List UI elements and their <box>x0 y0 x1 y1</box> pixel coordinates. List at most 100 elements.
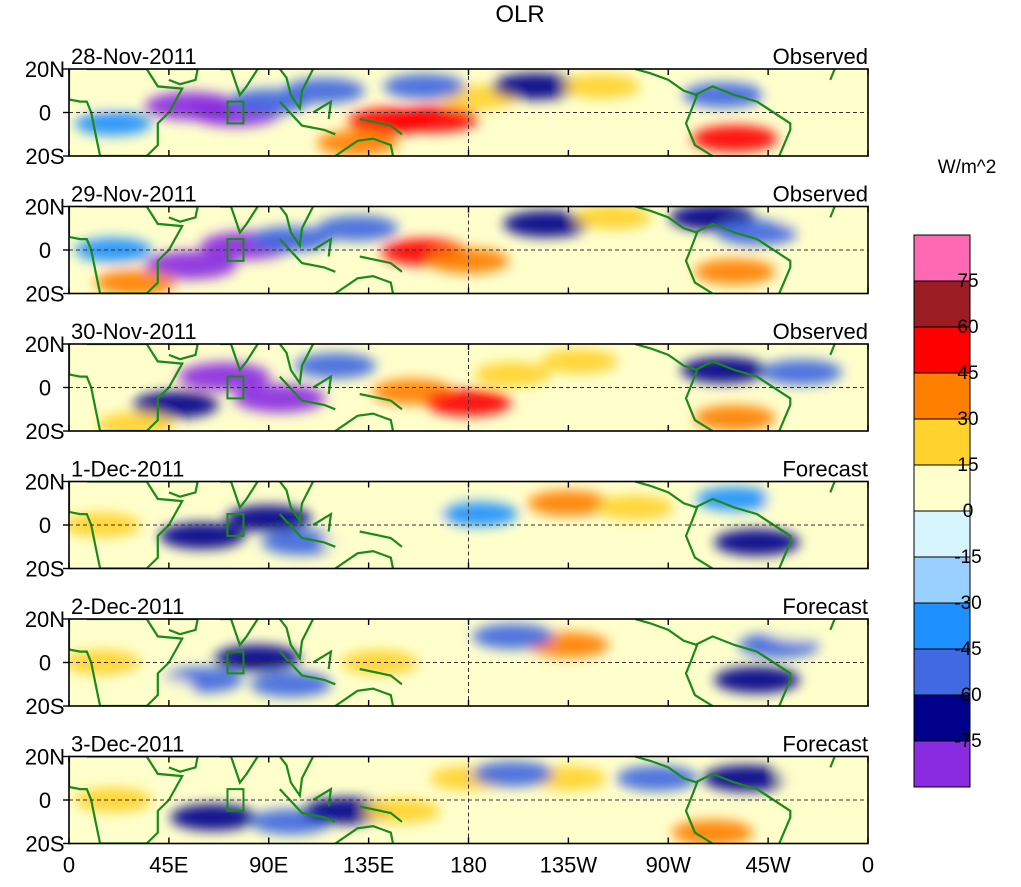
colorbar-swatch <box>913 464 971 512</box>
panel-date: 28-Nov-2011 <box>71 44 197 69</box>
coastline <box>278 619 315 662</box>
chart-title: OLR <box>495 1 544 28</box>
anomaly-blob <box>376 502 450 526</box>
colorbar-label: -45 <box>954 639 981 660</box>
coastline <box>69 619 184 706</box>
panel-kind: Observed <box>773 182 868 207</box>
coastline <box>69 344 184 431</box>
colorbar-label: 15 <box>957 455 978 476</box>
coastline <box>694 360 792 431</box>
coastline <box>312 236 333 257</box>
coastline <box>219 481 259 510</box>
anomaly-blob <box>159 522 246 550</box>
anomaly-blob <box>316 130 399 156</box>
anomaly-blob <box>363 798 441 824</box>
panel-kind: Forecast <box>782 457 868 482</box>
x-tick-label: 45E <box>149 853 188 878</box>
anomaly-blob <box>694 405 776 431</box>
y-tick-label: 20S <box>25 144 64 169</box>
anomaly-blob <box>474 362 552 387</box>
panel-1: 20N 0 20S 28-Nov-2011 Observed <box>25 44 869 169</box>
y-tick-label: 20N <box>25 57 65 82</box>
panel-kind: Observed <box>773 319 868 344</box>
anomaly-blob <box>316 215 399 242</box>
coastline <box>168 344 199 361</box>
anomaly-blob <box>392 105 479 133</box>
colorbar-label: 30 <box>957 409 978 430</box>
anomaly-blob <box>696 486 774 512</box>
coastline <box>168 69 199 86</box>
coastline <box>334 687 395 706</box>
colorbar-label: 0 <box>963 501 974 522</box>
anomaly-blob <box>321 530 394 555</box>
colorbar-swatch <box>913 280 971 328</box>
coastline <box>359 805 403 823</box>
panel-date: 3-Dec-2011 <box>71 732 184 757</box>
anomaly-blob <box>702 764 789 792</box>
panel-date: 29-Nov-2011 <box>71 182 197 207</box>
anomaly-blob <box>682 82 765 108</box>
anomaly-blob <box>714 666 801 694</box>
anomaly-blob <box>233 384 326 413</box>
colorbar-label: 75 <box>957 271 978 292</box>
coastline <box>69 206 184 294</box>
anomaly-blob <box>716 219 798 246</box>
coastline <box>278 481 315 524</box>
coastline <box>312 649 333 670</box>
anomaly-blob <box>178 362 271 391</box>
anomaly-blob <box>441 501 519 527</box>
coastline <box>219 344 259 373</box>
x-tick-label: 0 <box>862 853 874 878</box>
coastline <box>694 222 792 294</box>
anomaly-blob <box>427 248 510 274</box>
coastline <box>829 69 836 81</box>
panel-kind: Forecast <box>782 732 868 757</box>
coastline <box>219 756 259 785</box>
colorbar-swatch <box>913 694 971 742</box>
colorbar-swatch <box>913 418 971 466</box>
anomaly-blob <box>616 765 698 792</box>
colorbar-swatch <box>913 648 971 696</box>
coastline <box>829 344 836 356</box>
index-box <box>226 238 245 262</box>
anomaly-blob <box>680 356 767 384</box>
index-box <box>226 650 245 675</box>
anomaly-blob <box>97 412 175 431</box>
index-box <box>226 788 245 812</box>
anomaly-blob <box>69 83 128 107</box>
anomaly-blob <box>691 125 778 152</box>
coastline <box>69 69 184 156</box>
index-box <box>226 100 245 125</box>
x-tick-label: 90W <box>646 853 691 878</box>
coastline <box>278 69 315 112</box>
colorbar-label: -60 <box>954 685 981 706</box>
coastline <box>278 756 315 799</box>
colorbar-swatch <box>913 740 971 788</box>
anomaly-blob <box>596 495 674 520</box>
panel-6: 20N 0 20S 3-Dec-2011 Forecast <box>25 732 869 857</box>
anomaly-field <box>69 69 838 156</box>
coastline <box>829 481 836 493</box>
y-tick-label: 0 <box>39 788 51 813</box>
anomaly-blob <box>94 269 177 294</box>
coastline <box>168 481 199 498</box>
coastline <box>219 206 259 235</box>
anomaly-blob <box>250 671 332 698</box>
panel-kind: Forecast <box>782 594 868 619</box>
coastline <box>694 85 792 156</box>
coastline <box>334 137 395 156</box>
anomaly-blob <box>714 529 801 556</box>
y-tick-label: 20S <box>25 557 64 582</box>
y-tick-label: 20S <box>25 419 64 444</box>
anomaly-field <box>69 206 849 294</box>
colorbar-swatch <box>913 234 971 282</box>
panel-date: 1-Dec-2011 <box>71 457 184 482</box>
colorbar-legend: W/m^2 75 60 45 30 15 0 -15 -30 -45 -60 -75 <box>913 157 996 788</box>
y-tick-label: 0 <box>39 101 51 126</box>
y-tick-label: 0 <box>39 238 51 263</box>
coastline <box>359 255 403 273</box>
anomaly-blob <box>776 762 849 786</box>
colorbar-swatch <box>913 326 971 374</box>
panel-date: 2-Dec-2011 <box>71 594 184 619</box>
